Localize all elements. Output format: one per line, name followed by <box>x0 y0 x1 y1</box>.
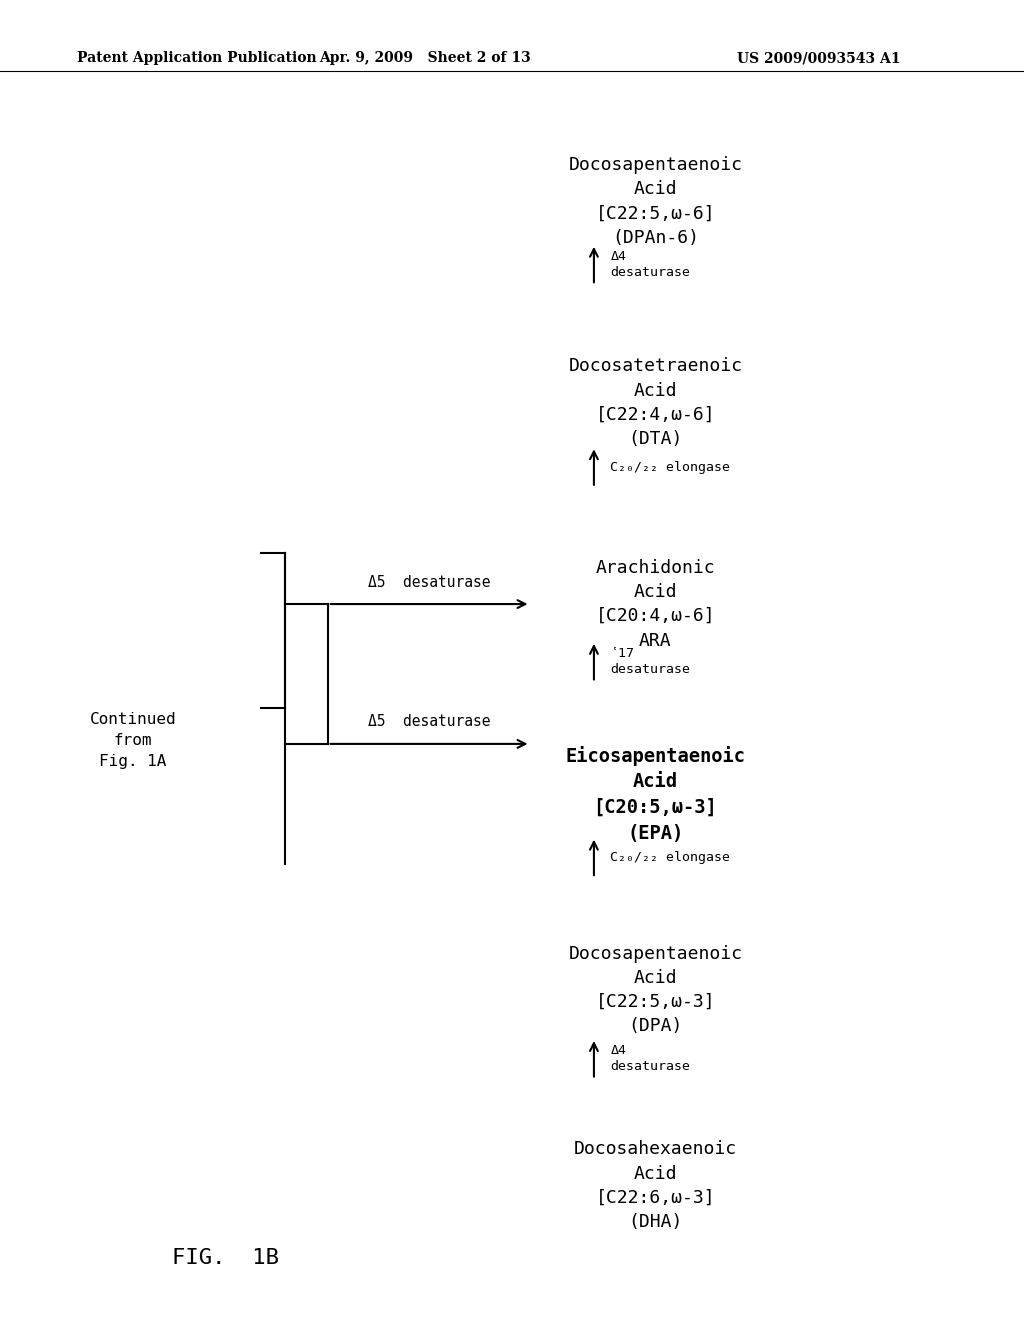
Text: Arachidonic
Acid
[C20:4,ω-6]
ARA: Arachidonic Acid [C20:4,ω-6] ARA <box>596 558 715 649</box>
Text: C₂₀/₂₂ elongase: C₂₀/₂₂ elongase <box>610 851 730 865</box>
Text: FIG.  1B: FIG. 1B <box>172 1249 279 1269</box>
Text: Apr. 9, 2009   Sheet 2 of 13: Apr. 9, 2009 Sheet 2 of 13 <box>319 51 530 65</box>
Text: Δ5  desaturase: Δ5 desaturase <box>368 574 490 590</box>
Text: Docosatetraenoic
Acid
[C22:4,ω-6]
(DTA): Docosatetraenoic Acid [C22:4,ω-6] (DTA) <box>568 358 742 449</box>
Text: Docosapentaenoic
Acid
[C22:5,ω-6]
(DPAn-6): Docosapentaenoic Acid [C22:5,ω-6] (DPAn-… <box>568 156 742 247</box>
Text: Continued
from
Fig. 1A: Continued from Fig. 1A <box>90 711 176 770</box>
Text: Δ4
desaturase: Δ4 desaturase <box>610 249 690 279</box>
Text: Docosahexaenoic
Acid
[C22:6,ω-3]
(DHA): Docosahexaenoic Acid [C22:6,ω-3] (DHA) <box>573 1140 737 1232</box>
Text: Docosapentaenoic
Acid
[C22:5,ω-3]
(DPA): Docosapentaenoic Acid [C22:5,ω-3] (DPA) <box>568 945 742 1035</box>
Text: Eicosapentaenoic
Acid
[C20:5,ω-3]
(EPA): Eicosapentaenoic Acid [C20:5,ω-3] (EPA) <box>565 746 745 843</box>
Text: C₂₀/₂₂ elongase: C₂₀/₂₂ elongase <box>610 461 730 474</box>
Text: Δ5  desaturase: Δ5 desaturase <box>368 714 490 730</box>
Text: ̔17
desaturase: ̔17 desaturase <box>610 647 690 676</box>
Text: Patent Application Publication: Patent Application Publication <box>77 51 316 65</box>
Text: Δ4
desaturase: Δ4 desaturase <box>610 1044 690 1073</box>
Text: US 2009/0093543 A1: US 2009/0093543 A1 <box>737 51 901 65</box>
